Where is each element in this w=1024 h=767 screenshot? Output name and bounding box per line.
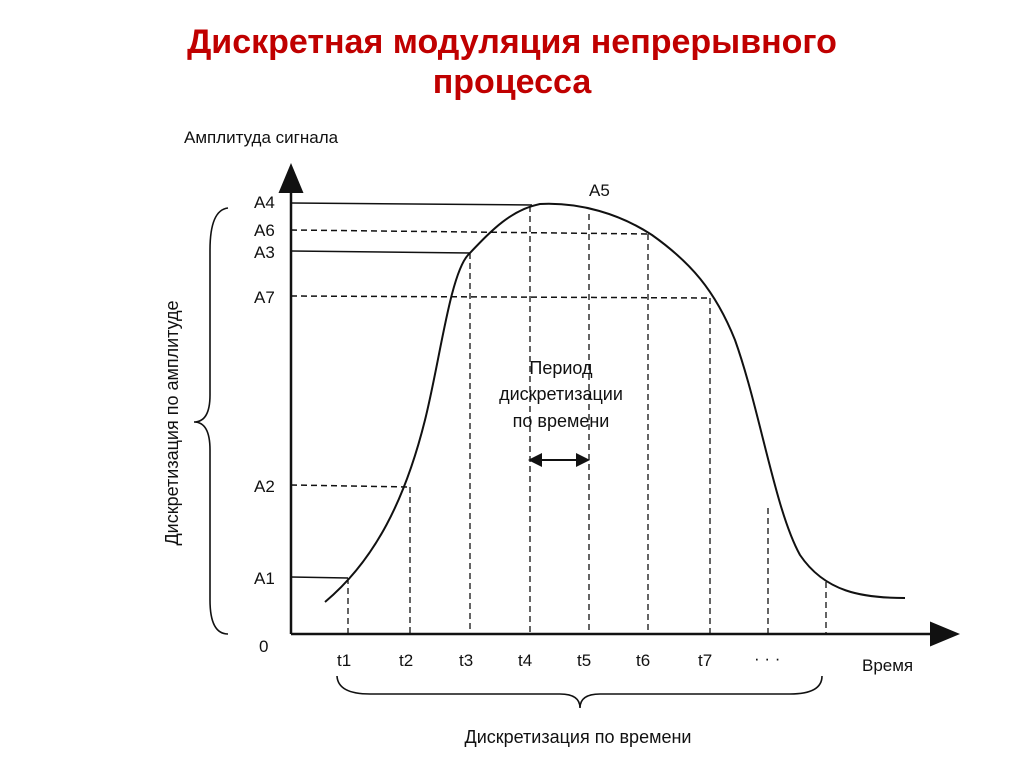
signal-curve: [324, 202, 906, 603]
period-arrow: [528, 453, 590, 467]
level-line-a2: [290, 484, 411, 488]
level-label-a7: A7: [254, 288, 275, 307]
level-label-a1: A1: [254, 569, 275, 588]
period-label-line-3: по времени: [513, 411, 610, 431]
time-tick-t6: t6: [636, 651, 650, 670]
time-tick-t3: t3: [459, 651, 473, 670]
level-line-a3: [290, 250, 471, 254]
level-line-a7: [290, 295, 711, 299]
page-title: Дискретная модуляция непрерывного процес…: [0, 22, 1024, 102]
level-label-a2: A2: [254, 477, 275, 496]
level-label-a3: A3: [254, 243, 275, 262]
time-tick-t7: t7: [698, 651, 712, 670]
level-label-a6: A6: [254, 221, 275, 240]
time-tick-t2: t2: [399, 651, 413, 670]
amplitude-brace: [193, 207, 229, 635]
period-label-line-2: дискретизации: [499, 384, 623, 404]
time-tick-t4: t4: [518, 651, 532, 670]
time-tick-t1: t1: [337, 651, 351, 670]
time-brace: [336, 675, 823, 709]
x-axis-title: Время: [862, 656, 913, 675]
level-line-a1: [290, 576, 349, 579]
title-line-2: процесса: [432, 63, 592, 101]
level-label-a4: A4: [254, 193, 275, 212]
y-axis-title: Амплитуда сигнала: [184, 128, 339, 147]
level-line-a6: [290, 229, 649, 235]
title-line-1: Дискретная модуляция непрерывного: [187, 23, 837, 61]
origin-label: 0: [259, 637, 268, 656]
amplitude-brace-label: Дискретизация по амплитуде: [162, 300, 182, 545]
time-tick-t5: t5: [577, 651, 591, 670]
time-brace-label: Дискретизация по времени: [465, 727, 692, 747]
peak-label-a5: A5: [589, 181, 610, 200]
period-label-line-1: Период: [529, 358, 593, 378]
time-tick-ellipsis: · · ·: [754, 649, 780, 668]
level-line-a4: [290, 202, 533, 206]
